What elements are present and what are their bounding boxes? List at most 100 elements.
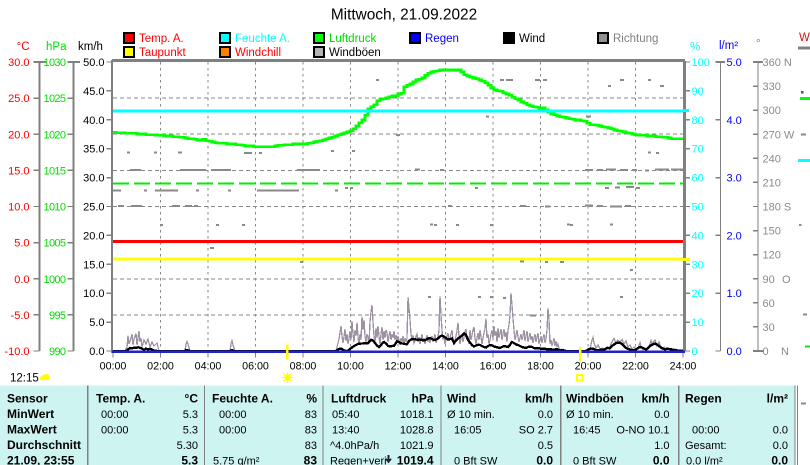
svg-text:Temp. A.: Temp. A. bbox=[139, 33, 184, 45]
svg-text:40: 40 bbox=[692, 230, 704, 242]
svg-text:Taupunkt: Taupunkt bbox=[139, 47, 186, 59]
svg-text:24:00: 24:00 bbox=[670, 361, 697, 373]
svg-text:W: W bbox=[799, 32, 810, 44]
svg-text:30.0: 30.0 bbox=[8, 57, 29, 69]
svg-text:00:00: 00:00 bbox=[101, 425, 129, 437]
svg-text:°C: °C bbox=[185, 391, 199, 405]
svg-text:100: 100 bbox=[692, 57, 710, 69]
svg-text:83: 83 bbox=[305, 440, 317, 452]
svg-text:Luftdruck: Luftdruck bbox=[331, 391, 387, 405]
svg-text:60: 60 bbox=[763, 298, 775, 310]
svg-text:25.0: 25.0 bbox=[83, 202, 104, 214]
svg-text:02:00: 02:00 bbox=[147, 361, 174, 373]
svg-text:00:00: 00:00 bbox=[101, 409, 129, 421]
svg-text:10.0: 10.0 bbox=[83, 288, 104, 300]
svg-text:360 N: 360 N bbox=[763, 57, 792, 69]
svg-text:180 S: 180 S bbox=[763, 202, 792, 214]
svg-text:Durchschnitt: Durchschnitt bbox=[7, 438, 81, 452]
svg-text:20:00: 20:00 bbox=[575, 361, 602, 373]
svg-text:0.0: 0.0 bbox=[14, 274, 29, 286]
svg-text:km/h: km/h bbox=[641, 391, 669, 405]
svg-text:30: 30 bbox=[763, 322, 775, 334]
svg-text:15.0: 15.0 bbox=[83, 259, 104, 271]
svg-text:16:45: 16:45 bbox=[573, 425, 601, 437]
svg-text:5.3: 5.3 bbox=[183, 409, 198, 421]
svg-text:Windchill: Windchill bbox=[235, 47, 281, 59]
svg-text:5.3: 5.3 bbox=[181, 453, 198, 465]
svg-text:30.0: 30.0 bbox=[83, 173, 104, 185]
svg-text:14:00: 14:00 bbox=[432, 361, 459, 373]
svg-text:1028.8: 1028.8 bbox=[400, 425, 434, 437]
svg-text:Feuchte A.: Feuchte A. bbox=[235, 33, 290, 45]
svg-text:0.0: 0.0 bbox=[89, 346, 104, 358]
svg-text:1000: 1000 bbox=[44, 274, 67, 286]
svg-text:0.0: 0.0 bbox=[727, 346, 742, 358]
svg-text:0.0: 0.0 bbox=[773, 425, 788, 437]
svg-text:1015: 1015 bbox=[44, 165, 67, 177]
svg-text:120: 120 bbox=[763, 250, 781, 262]
svg-text:SO 2.7: SO 2.7 bbox=[519, 425, 553, 437]
svg-text:l/m²: l/m² bbox=[767, 391, 788, 405]
svg-text:1030: 1030 bbox=[44, 57, 67, 69]
svg-text:00:00: 00:00 bbox=[100, 361, 127, 373]
svg-text:4.0: 4.0 bbox=[727, 115, 742, 127]
svg-text:30: 30 bbox=[692, 259, 704, 271]
svg-text:Sensor: Sensor bbox=[7, 391, 48, 405]
svg-text:990: 990 bbox=[49, 346, 66, 358]
svg-text:1010: 1010 bbox=[44, 202, 67, 214]
svg-text:MaxWert: MaxWert bbox=[7, 423, 57, 437]
svg-text:00:00: 00:00 bbox=[219, 409, 247, 421]
svg-text:25.0: 25.0 bbox=[8, 93, 29, 105]
svg-text:Richtung: Richtung bbox=[613, 33, 658, 45]
svg-text:22:00: 22:00 bbox=[622, 361, 649, 373]
svg-text:Ø 10 min.: Ø 10 min. bbox=[447, 409, 495, 421]
svg-text:04:00: 04:00 bbox=[195, 361, 222, 373]
svg-text:Gesamt:: Gesamt: bbox=[685, 440, 727, 452]
svg-text:3.0: 3.0 bbox=[727, 173, 742, 185]
svg-text:83: 83 bbox=[305, 425, 317, 437]
svg-text:1005: 1005 bbox=[44, 238, 67, 250]
svg-text:-5.0: -5.0 bbox=[11, 310, 30, 322]
svg-text:330: 330 bbox=[763, 81, 781, 93]
svg-text:0.5: 0.5 bbox=[538, 440, 553, 452]
svg-text:Wind: Wind bbox=[447, 391, 476, 405]
svg-text:Regen+veri: Regen+veri bbox=[330, 455, 387, 465]
svg-text:0: 0 bbox=[763, 346, 769, 358]
svg-text:10: 10 bbox=[692, 317, 704, 329]
svg-text:45.0: 45.0 bbox=[83, 86, 104, 98]
svg-text:50.0: 50.0 bbox=[83, 57, 104, 69]
svg-text:35.0: 35.0 bbox=[83, 144, 104, 156]
svg-text:270 W: 270 W bbox=[763, 129, 795, 141]
svg-text:Regen: Regen bbox=[425, 33, 459, 45]
svg-text:0.0: 0.0 bbox=[773, 440, 788, 452]
svg-text:00:00: 00:00 bbox=[219, 425, 247, 437]
svg-text:5.3: 5.3 bbox=[183, 425, 198, 437]
svg-text:km/h: km/h bbox=[78, 41, 103, 53]
svg-text:N: N bbox=[781, 346, 789, 358]
svg-text:Ø 10 min.: Ø 10 min. bbox=[566, 409, 614, 421]
svg-text:5.30: 5.30 bbox=[177, 440, 198, 452]
svg-text:°: ° bbox=[756, 38, 761, 50]
svg-text:0.0: 0.0 bbox=[536, 453, 553, 465]
svg-text:2.0: 2.0 bbox=[727, 230, 742, 242]
svg-text:km/h: km/h bbox=[525, 391, 553, 405]
svg-text:5.0: 5.0 bbox=[14, 238, 29, 250]
svg-text:210: 210 bbox=[763, 177, 781, 189]
svg-text:Mittwoch, 21.09.2022: Mittwoch, 21.09.2022 bbox=[331, 7, 477, 24]
svg-text:1025: 1025 bbox=[44, 93, 67, 105]
svg-text:60: 60 bbox=[692, 173, 704, 185]
svg-text:l/m²: l/m² bbox=[719, 40, 738, 52]
svg-text:1.0: 1.0 bbox=[654, 440, 669, 452]
svg-text:20.0: 20.0 bbox=[8, 129, 29, 141]
svg-text:80: 80 bbox=[692, 115, 704, 127]
svg-text:40.0: 40.0 bbox=[83, 115, 104, 127]
svg-text:0 Bft SW: 0 Bft SW bbox=[454, 455, 498, 465]
svg-text:O-NO 10.1: O-NO 10.1 bbox=[616, 425, 669, 437]
svg-text:0.0: 0.0 bbox=[538, 409, 553, 421]
svg-text:0.0 l/m²: 0.0 l/m² bbox=[686, 455, 723, 465]
svg-text:240: 240 bbox=[763, 153, 781, 165]
svg-text:Windböen: Windböen bbox=[566, 391, 624, 405]
svg-text:°C: °C bbox=[17, 41, 30, 53]
svg-text:Wind: Wind bbox=[519, 33, 545, 45]
svg-text:0.0: 0.0 bbox=[654, 409, 669, 421]
